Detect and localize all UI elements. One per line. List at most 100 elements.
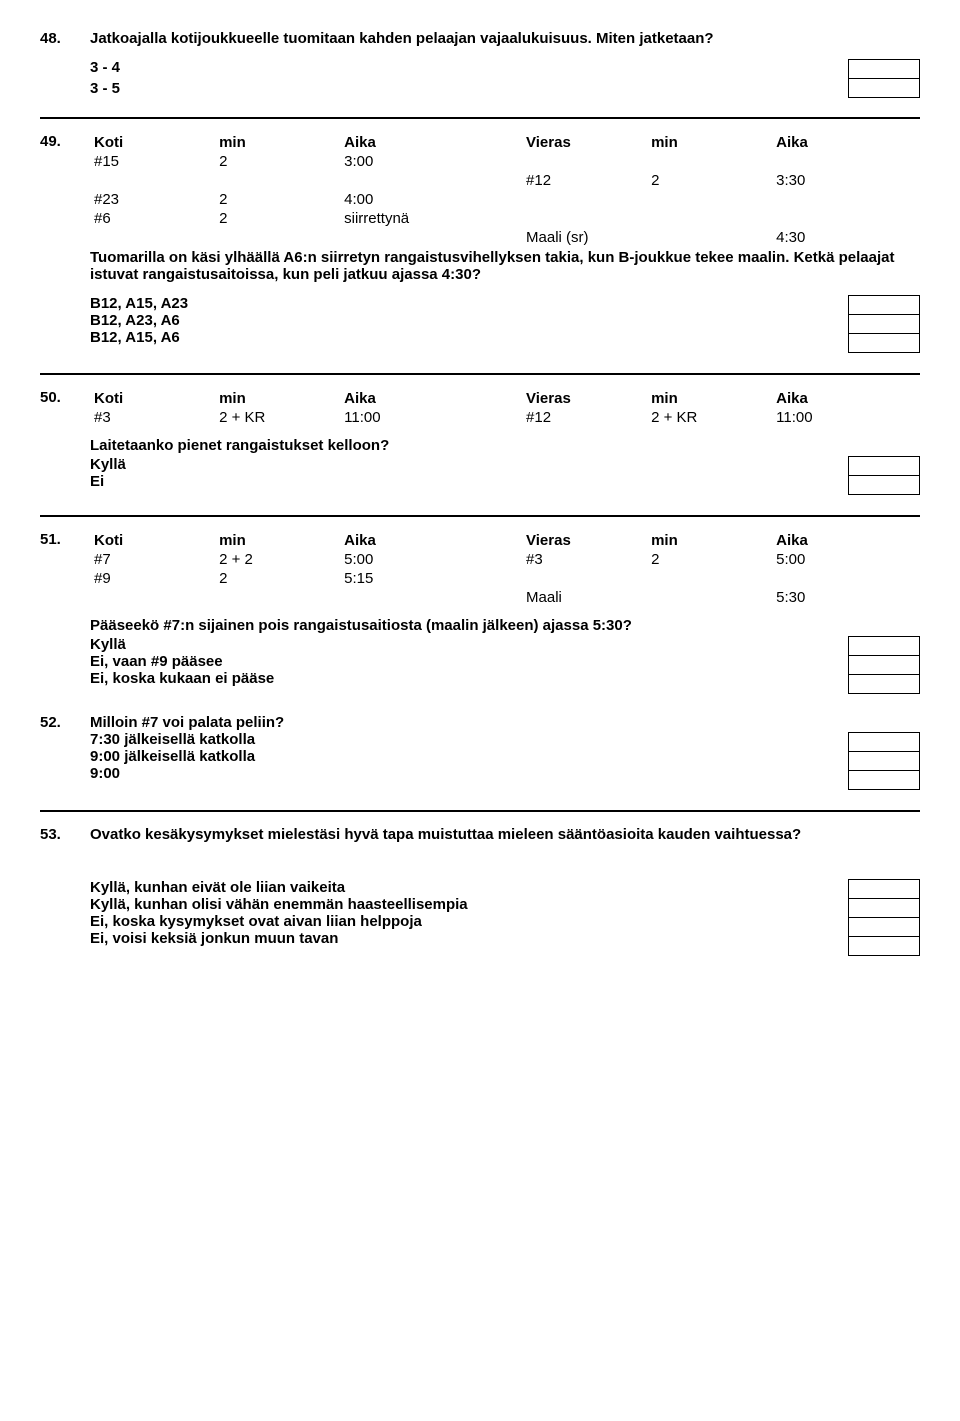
q53-num: 53.	[40, 826, 90, 843]
q51-h-koti: Koti	[90, 531, 215, 550]
q51-h-aika: Aika	[340, 531, 522, 550]
q50-q: Laitetaanko pienet rangaistukset kelloon…	[40, 437, 920, 454]
q49-r5-aika2: 4:30	[772, 228, 920, 247]
q53-a2: Kyllä, kunhan olisi vähän enemmän haaste…	[90, 896, 828, 913]
q51-r2-koti: #9	[90, 569, 215, 588]
q51-h-vieras: Vieras	[522, 531, 647, 550]
q49-a3: B12, A15, A6	[90, 329, 828, 346]
q49-para: Tuomarilla on käsi ylhäällä A6:n siirret…	[90, 249, 920, 283]
q52-box1[interactable]	[848, 732, 920, 752]
q51-h-aika2: Aika	[772, 531, 920, 550]
q49-r2-aika2: 3:30	[772, 171, 920, 190]
question-52: 52. Milloin #7 voi palata peliin? 7:30 j…	[40, 714, 920, 790]
q51-h-min2: min	[647, 531, 772, 550]
q52-q: Milloin #7 voi palata peliin?	[90, 714, 828, 731]
q51-r1-vieras: #3	[522, 550, 647, 569]
q50-r1-min2: 2 + KR	[647, 408, 772, 427]
q50-box1[interactable]	[848, 456, 920, 476]
q49-num: 49.	[40, 133, 90, 150]
q48-a2: 3 - 5	[40, 80, 920, 97]
q49-r2-vieras: #12	[522, 171, 647, 190]
q50-r1-aika2: 11:00	[772, 408, 920, 427]
q51-r2-aika: 5:15	[340, 569, 522, 588]
q48-text: Jatkoajalla kotijoukkueelle tuomitaan ka…	[90, 30, 920, 47]
q52-a2: 9:00 jälkeisellä katkolla	[90, 748, 828, 765]
q50-table: Koti min Aika Vieras min Aika #3 2 + KR …	[90, 389, 920, 427]
q50-r1-min: 2 + KR	[215, 408, 340, 427]
q50-a1: Kyllä	[90, 456, 828, 473]
q49-r1-koti: #15	[90, 152, 215, 171]
q50-r1-aika: 11:00	[340, 408, 522, 427]
q48-num: 48.	[40, 30, 90, 47]
q51-a1: Kyllä	[90, 636, 828, 653]
q49-r3-aika: 4:00	[340, 190, 522, 209]
q50-h-koti: Koti	[90, 389, 215, 408]
q51-a2: Ei, vaan #9 pääsee	[90, 653, 828, 670]
q50-box2[interactable]	[848, 475, 920, 495]
q49-table: Koti min Aika Vieras min Aika #15 2 3:00…	[90, 133, 920, 247]
q53-a3: Ei, koska kysymykset ovat aivan liian he…	[90, 913, 828, 930]
q51-box1[interactable]	[848, 636, 920, 656]
q52-a3: 9:00	[90, 765, 828, 782]
q53-a1: Kyllä, kunhan eivät ole liian vaikeita	[90, 879, 828, 896]
q53-box1[interactable]	[848, 879, 920, 899]
q48-box2[interactable]	[848, 78, 920, 98]
q49-r1-min: 2	[215, 152, 340, 171]
q49-h-aika: Aika	[340, 133, 522, 152]
q50-r1-koti: #3	[90, 408, 215, 427]
q49-h-min: min	[215, 133, 340, 152]
q51-table: Koti min Aika Vieras min Aika #7 2 + 2 5…	[90, 531, 920, 607]
q51-box2[interactable]	[848, 655, 920, 675]
q51-r2-min: 2	[215, 569, 340, 588]
q49-r3-min: 2	[215, 190, 340, 209]
q51-r1-min2: 2	[647, 550, 772, 569]
q49-r1-aika: 3:00	[340, 152, 522, 171]
q49-r4-min: 2	[215, 209, 340, 228]
divider	[40, 515, 920, 517]
q51-box3[interactable]	[848, 674, 920, 694]
q50-r1-vieras: #12	[522, 408, 647, 427]
q51-r1-koti: #7	[90, 550, 215, 569]
q49-r3-koti: #23	[90, 190, 215, 209]
q51-r3-vieras: Maali	[522, 588, 647, 607]
q53-q: Ovatko kesäkysymykset mielestäsi hyvä ta…	[90, 826, 920, 843]
q49-h-aika2: Aika	[772, 133, 920, 152]
q51-h-min: min	[215, 531, 340, 550]
q53-box2[interactable]	[848, 898, 920, 918]
divider	[40, 810, 920, 812]
q51-r1-aika: 5:00	[340, 550, 522, 569]
q48-box1[interactable]	[848, 59, 920, 79]
q48-a1: 3 - 4	[90, 59, 828, 76]
q51-a3: Ei, koska kukaan ei pääse	[90, 670, 828, 687]
question-48: 48. Jatkoajalla kotijoukkueelle tuomitaa…	[40, 30, 920, 97]
q49-box3[interactable]	[848, 333, 920, 353]
question-50: 50. Koti min Aika Vieras min Aika #3 2 +…	[40, 389, 920, 495]
q50-num: 50.	[40, 389, 90, 406]
q53-box4[interactable]	[848, 936, 920, 956]
q49-box1[interactable]	[848, 295, 920, 315]
q51-num: 51.	[40, 531, 90, 548]
q49-r2-min2: 2	[647, 171, 772, 190]
divider	[40, 373, 920, 375]
q50-h-min2: min	[647, 389, 772, 408]
q49-h-min2: min	[647, 133, 772, 152]
q53-box3[interactable]	[848, 917, 920, 937]
q49-box2[interactable]	[848, 314, 920, 334]
question-51: 51. Koti min Aika Vieras min Aika #7 2 +…	[40, 531, 920, 694]
q49-h-koti: Koti	[90, 133, 215, 152]
q50-h-aika2: Aika	[772, 389, 920, 408]
question-53: 53. Ovatko kesäkysymykset mielestäsi hyv…	[40, 826, 920, 956]
q52-box2[interactable]	[848, 751, 920, 771]
divider	[40, 117, 920, 119]
q49-r4-aika: siirrettynä	[340, 209, 522, 228]
q49-a2: B12, A23, A6	[90, 312, 828, 329]
q51-r1-min: 2 + 2	[215, 550, 340, 569]
q50-a2: Ei	[90, 473, 828, 490]
q49-a1: B12, A15, A23	[90, 295, 828, 312]
q52-a1: 7:30 jälkeisellä katkolla	[90, 731, 828, 748]
q51-r3-aika2: 5:30	[772, 588, 920, 607]
q52-box3[interactable]	[848, 770, 920, 790]
q50-h-vieras: Vieras	[522, 389, 647, 408]
q53-a4: Ei, voisi keksiä jonkun muun tavan	[90, 930, 828, 947]
q49-r5-vieras: Maali (sr)	[522, 228, 647, 247]
